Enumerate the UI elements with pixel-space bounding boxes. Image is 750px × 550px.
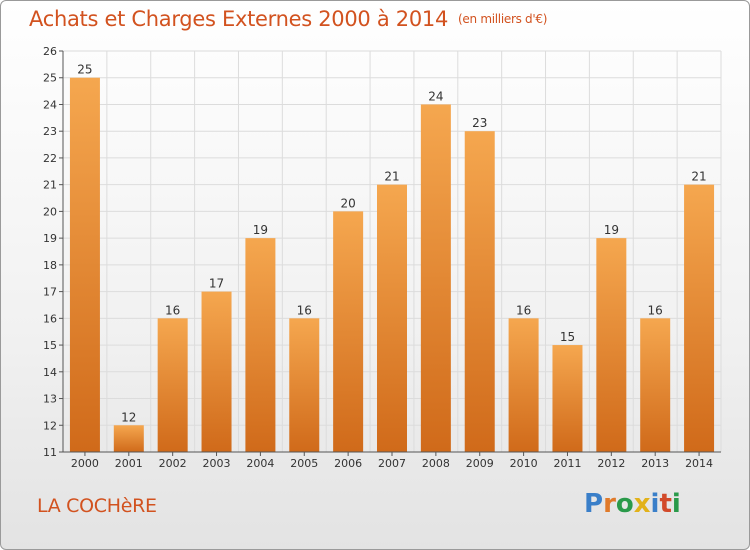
y-tick-label: 24 xyxy=(43,98,57,111)
bar-2008 xyxy=(420,104,451,452)
bar-2004 xyxy=(245,238,276,452)
data-label: 21 xyxy=(384,170,399,184)
data-label: 21 xyxy=(691,170,706,184)
axes: 11 12 13 14 15 16 17 18 19 20 21 22 23 24 25 26 2000 2001… xyxy=(43,45,721,470)
data-label: 12 xyxy=(121,410,136,424)
chart-title: Achats et Charges Externes 2000 à 2014 (e… xyxy=(29,7,547,31)
data-label: 19 xyxy=(253,223,268,237)
y-tick-label: 14 xyxy=(43,366,57,379)
bar-2012 xyxy=(596,238,627,452)
bar-2014 xyxy=(684,184,715,452)
data-label: 16 xyxy=(297,303,312,317)
y-tick-label: 23 xyxy=(43,125,57,138)
x-tick-label: 2014 xyxy=(685,457,713,470)
y-tick-label: 15 xyxy=(43,339,57,352)
y-tick-label: 11 xyxy=(43,446,57,459)
x-tick-label: 2001 xyxy=(115,457,143,470)
data-label: 15 xyxy=(560,330,575,344)
x-tick-label: 2002 xyxy=(159,457,187,470)
bar-2006 xyxy=(333,211,364,452)
proxiti-logo: Proxiti xyxy=(584,489,681,519)
x-tick-label: 2004 xyxy=(246,457,274,470)
bar-2013 xyxy=(640,318,671,452)
bar-2009 xyxy=(464,131,495,452)
logo-letter: r xyxy=(603,489,616,519)
x-tick-label: 2006 xyxy=(334,457,362,470)
bar-2003 xyxy=(201,291,232,452)
y-tick-label: 21 xyxy=(43,179,57,192)
x-tick-label: 2009 xyxy=(466,457,494,470)
x-tick-label: 2008 xyxy=(422,457,450,470)
y-tick-label: 22 xyxy=(43,152,57,165)
logo-letter: o xyxy=(615,489,634,519)
bar-2011 xyxy=(552,345,583,452)
y-tick-label: 19 xyxy=(43,232,57,245)
bar-2010 xyxy=(508,318,539,452)
bar-2000 xyxy=(69,77,100,452)
x-tick-label: 2013 xyxy=(641,457,669,470)
x-tick-label: 2011 xyxy=(553,457,581,470)
x-tick-label: 2012 xyxy=(597,457,625,470)
y-tick-label: 16 xyxy=(43,312,57,325)
bar-2002 xyxy=(157,318,188,452)
y-tick-label: 12 xyxy=(43,419,57,432)
data-label: 25 xyxy=(77,63,92,77)
y-tick-label: 18 xyxy=(43,259,57,272)
data-label: 17 xyxy=(209,277,224,291)
logo-letter: t xyxy=(659,489,672,519)
data-label: 16 xyxy=(648,303,663,317)
x-tick-label: 2007 xyxy=(378,457,406,470)
data-label: 16 xyxy=(165,303,180,317)
title-text: Achats et Charges Externes 2000 à 2014 xyxy=(29,7,449,31)
y-tick-label: 20 xyxy=(43,205,57,218)
y-tick-label: 17 xyxy=(43,286,57,299)
y-tick-label: 26 xyxy=(43,45,57,58)
bar-2007 xyxy=(377,184,407,452)
data-label: 20 xyxy=(340,196,355,210)
logo-letter: i xyxy=(650,489,660,519)
y-tick-label: 25 xyxy=(43,72,57,85)
commune-name: LA COCHèRE xyxy=(37,495,157,517)
logo-letter: i xyxy=(671,489,681,519)
logo-letter: x xyxy=(633,489,651,519)
x-tick-label: 2000 xyxy=(71,457,99,470)
data-label: 24 xyxy=(428,89,443,103)
data-label: 16 xyxy=(516,303,531,317)
bars: 25 12 16 17 19 16 20 21 24 23 16 15 19 16 21 xyxy=(69,63,715,452)
x-tick-label: 2003 xyxy=(203,457,231,470)
y-tick-label: 13 xyxy=(43,393,57,406)
x-tick-label: 2005 xyxy=(290,457,318,470)
bar-2001 xyxy=(113,425,144,452)
data-label: 23 xyxy=(472,116,487,130)
x-tick-label: 2010 xyxy=(510,457,538,470)
data-label: 19 xyxy=(604,223,619,237)
logo-letter: P xyxy=(584,489,604,519)
bar-2005 xyxy=(289,318,320,452)
unit-label: (en milliers d'€) xyxy=(458,12,548,26)
